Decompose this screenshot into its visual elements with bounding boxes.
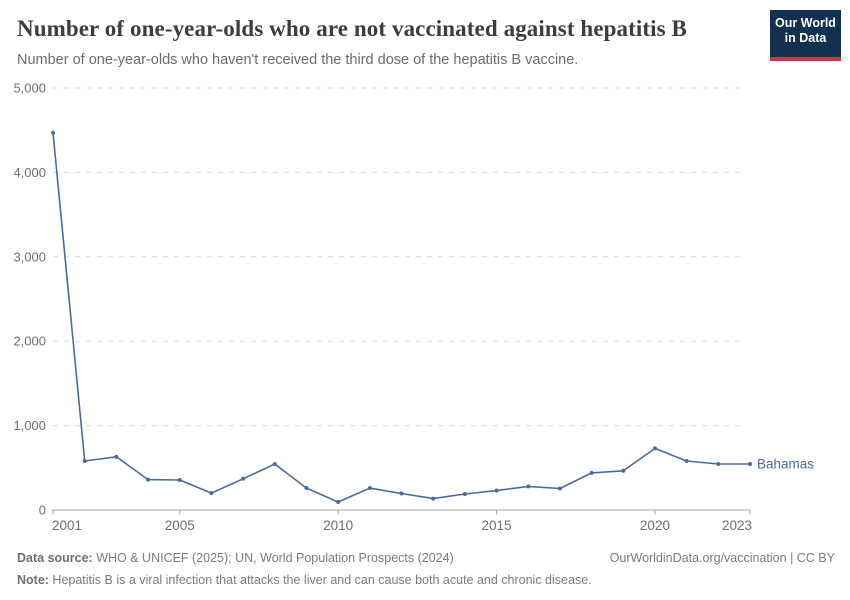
owid-logo-line1: Our World [775, 16, 836, 30]
series-line-bahamas [52, 132, 750, 503]
data-point [177, 478, 182, 483]
y-tick-label: 2,000 [13, 334, 46, 349]
chart-title: Number of one-year-olds who are not vacc… [17, 16, 687, 41]
data-point [209, 491, 214, 496]
data-point [367, 486, 372, 491]
data-point [51, 130, 55, 135]
data-point [241, 476, 246, 481]
data-point [589, 470, 594, 475]
x-tick-label: 2020 [640, 518, 670, 533]
y-tick-label: 1,000 [13, 418, 46, 433]
data-point [557, 486, 562, 491]
data-point [621, 468, 626, 473]
footer-datasource-line: Data source: WHO & UNICEF (2025); UN, Wo… [17, 547, 837, 569]
data-point [462, 491, 467, 496]
data-point [272, 462, 277, 467]
owid-logo[interactable]: Our World in Data [770, 10, 841, 61]
x-tick-label: 2023 [722, 518, 752, 533]
data-point [431, 496, 436, 501]
data-point [82, 459, 87, 464]
series-label: Bahamas [757, 457, 814, 472]
y-tick-label: 0 [39, 503, 46, 518]
owid-logo-line2: in Data [784, 31, 827, 45]
data-point [146, 477, 151, 482]
y-tick-label: 3,000 [13, 249, 46, 264]
x-tick-label: 2010 [323, 518, 353, 533]
footer-note-text: Hepatitis B is a viral infection that at… [48, 573, 592, 587]
y-tick-label: 4,000 [13, 165, 46, 180]
footer-datasource-text: WHO & UNICEF (2025); UN, World Populatio… [92, 551, 454, 565]
data-point [652, 446, 657, 451]
footer-datasource-label: Data source: [17, 551, 93, 565]
x-tick-label: 2001 [52, 518, 82, 533]
data-point [748, 462, 752, 467]
data-point [336, 499, 341, 504]
chart-subtitle: Number of one-year-olds who haven't rece… [17, 52, 579, 68]
footer-citation-link[interactable]: OurWorldinData.org/vaccination | CC BY [609, 551, 835, 565]
data-point [114, 454, 119, 459]
footer-note-line: Note: Hepatitis B is a viral infection t… [17, 569, 837, 591]
data-point [494, 488, 499, 493]
y-tick-label: 5,000 [13, 81, 46, 96]
data-point [526, 484, 531, 489]
chart-svg: 0 1,000 2,000 3,000 4,000 5,000 2001 2005 2010 20… [13, 81, 814, 534]
x-tick-label: 2005 [165, 518, 195, 533]
data-point [399, 491, 404, 496]
data-point [304, 486, 309, 491]
chart-footer: Data source: WHO & UNICEF (2025); UN, Wo… [17, 547, 837, 591]
data-point [716, 462, 721, 467]
footer-note-label: Note: [17, 573, 49, 587]
data-point [684, 459, 689, 464]
x-tick-label: 2015 [482, 518, 512, 533]
